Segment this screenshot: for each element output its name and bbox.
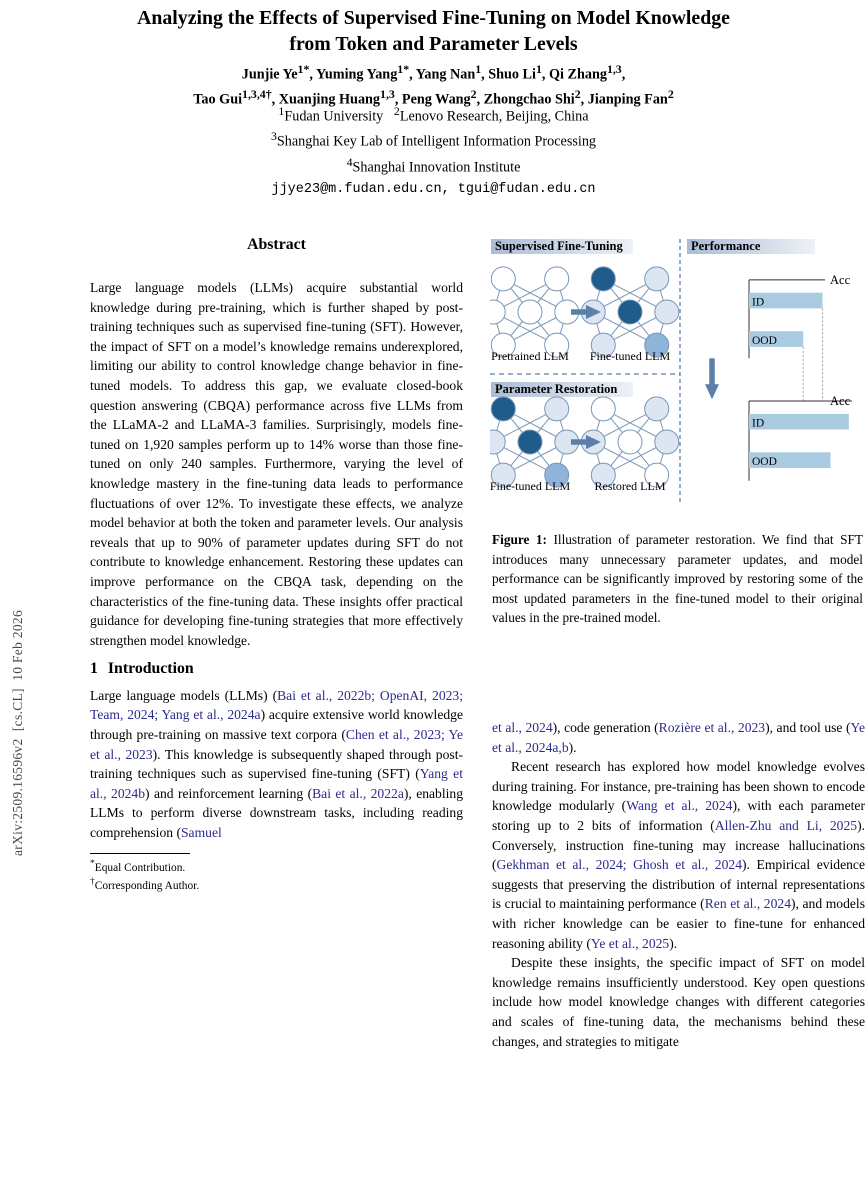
svg-text:Acc: Acc bbox=[830, 394, 851, 408]
svg-text:OOD: OOD bbox=[752, 335, 777, 347]
svg-text:Performance: Performance bbox=[691, 239, 761, 253]
svg-text:Parameter Restoration: Parameter Restoration bbox=[495, 382, 617, 396]
svg-text:ID: ID bbox=[752, 296, 764, 308]
svg-text:Acc: Acc bbox=[830, 273, 851, 287]
svg-text:Restored LLM: Restored LLM bbox=[595, 479, 666, 493]
svg-text:Fine-tuned LLM: Fine-tuned LLM bbox=[490, 479, 570, 493]
svg-text:Fine-tuned LLM: Fine-tuned LLM bbox=[590, 349, 671, 363]
svg-text:OOD: OOD bbox=[752, 456, 777, 468]
svg-text:Supervised Fine-Tuning: Supervised Fine-Tuning bbox=[495, 239, 623, 253]
svg-text:ID: ID bbox=[752, 418, 764, 430]
svg-text:Pretrained LLM: Pretrained LLM bbox=[491, 349, 569, 363]
